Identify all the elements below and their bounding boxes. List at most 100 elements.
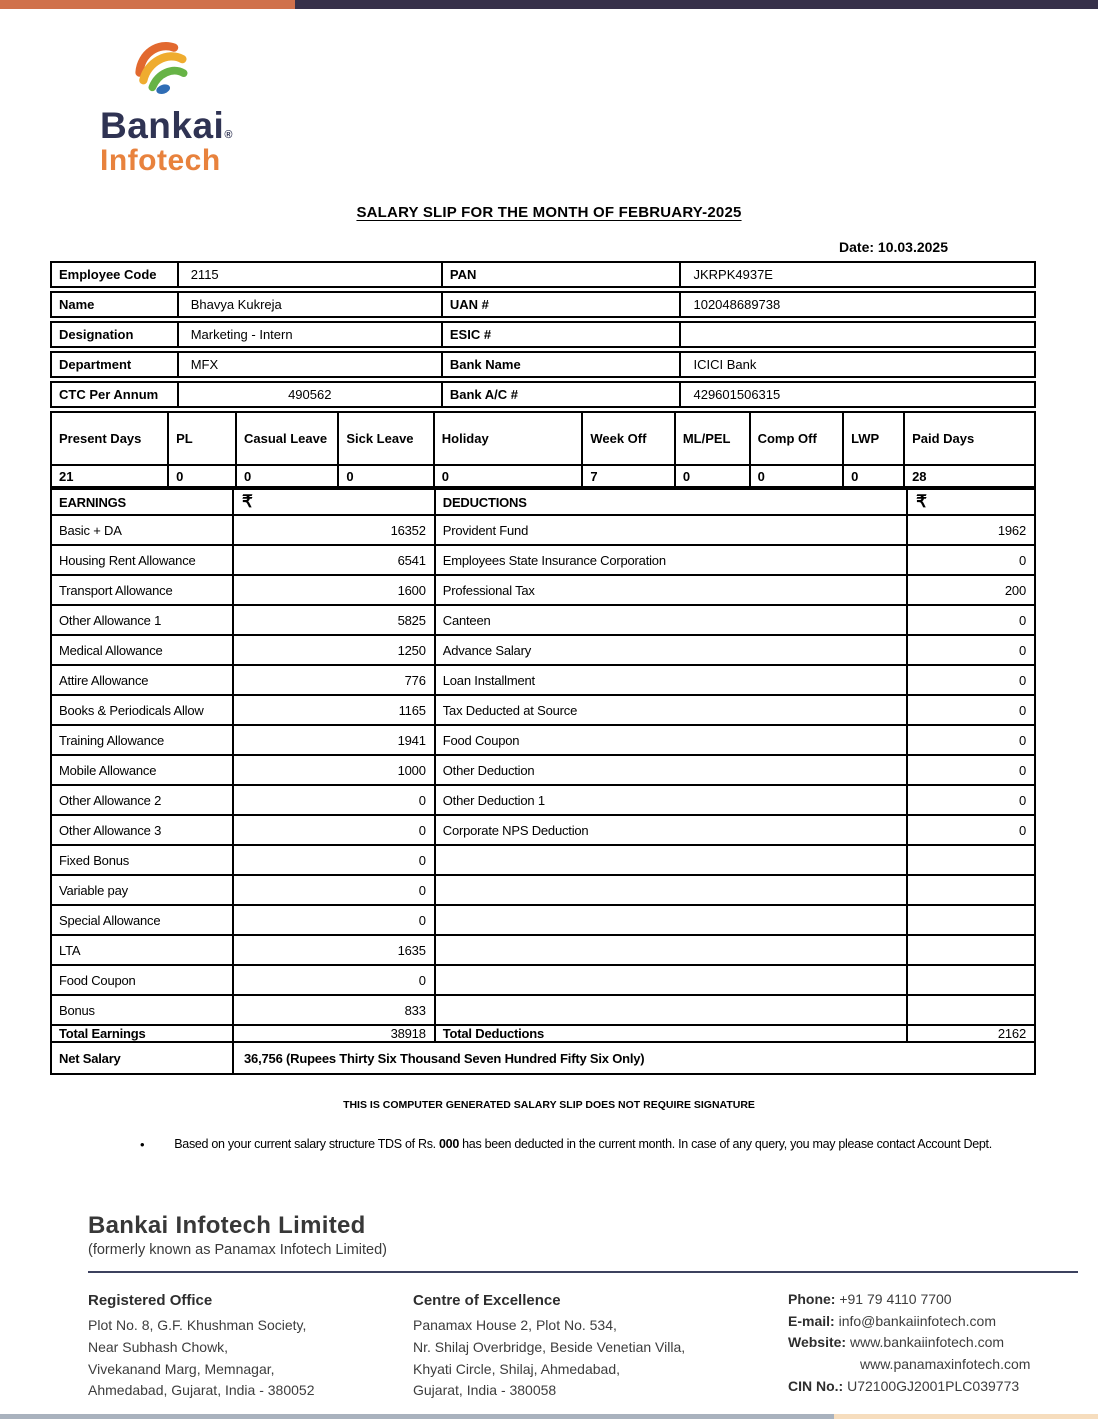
salary-row: Housing Rent Allowance 6541 Employees Stat…: [49, 544, 1036, 576]
info-label-2: Bank Name: [440, 353, 680, 376]
earning-label: Food Coupon: [49, 964, 235, 996]
salary-row: Other Allowance 3 0 Corporate NPS Deductio…: [49, 814, 1036, 846]
salary-header-row: EARNINGS ₹ DEDUCTIONS ₹: [49, 488, 1036, 516]
company-logo: Bankai® Infotech: [100, 38, 320, 176]
info-label-2: UAN #: [440, 293, 680, 316]
net-salary-label: Net Salary: [49, 1041, 235, 1075]
total-earnings-value: 38918: [232, 1024, 436, 1043]
earning-value: 6541: [232, 544, 436, 576]
rupee-symbol-earnings: ₹: [232, 488, 436, 516]
deduction-value: 0: [906, 664, 1036, 696]
salary-row: Training Allowance 1941 Food Coupon 0: [49, 724, 1036, 756]
earning-label: Mobile Allowance: [49, 754, 235, 786]
tds-note-pre: Based on your current salary structure T…: [174, 1137, 440, 1151]
document-date: Date: 10.03.2025: [839, 239, 948, 255]
employee-info-row: Designation Marketing - Intern ESIC #: [50, 321, 1036, 348]
centre-of-excellence-line: Panamax House 2, Plot No. 534,: [413, 1317, 617, 1334]
deduction-value: 0: [906, 694, 1036, 726]
net-salary-row: Net Salary 36,756 (Rupees Thirty Six Tho…: [49, 1041, 1036, 1075]
registered-mark: ®: [224, 129, 233, 141]
registered-office-block: Registered Office Plot No. 8, G.F. Khush…: [88, 1289, 413, 1402]
earning-value: 1635: [232, 934, 436, 966]
deduction-label: Advance Salary: [433, 634, 909, 666]
deduction-label: [433, 964, 909, 996]
deduction-label: Other Deduction 1: [433, 784, 909, 816]
attendance-value-cell: 0: [167, 464, 237, 488]
info-label-2: PAN: [440, 263, 680, 286]
deduction-label: Corporate NPS Deduction: [433, 814, 909, 846]
attendance-header-cell: Comp Off: [748, 411, 845, 466]
earning-label: Special Allowance: [49, 904, 235, 936]
deduction-value: 0: [906, 634, 1036, 666]
deduction-label: [433, 934, 909, 966]
rupee-symbol-deductions: ₹: [906, 488, 1036, 516]
total-deductions-label: Total Deductions: [433, 1024, 909, 1043]
cin-line: CIN No.: U72100GJ2001PLC039773: [788, 1376, 1078, 1398]
registered-office-line: Near Subhash Chowk,: [88, 1338, 229, 1355]
top-bar-navy-segment: [295, 0, 1098, 9]
earning-label: LTA: [49, 934, 235, 966]
earning-value: 0: [232, 814, 436, 846]
phone-label: Phone:: [788, 1291, 836, 1307]
salary-row: Other Allowance 1 5825 Canteen 0: [49, 604, 1036, 636]
info-label-1: CTC Per Annum: [59, 387, 159, 402]
attendance-header-cell: Sick Leave: [337, 411, 435, 466]
website-label: Website:: [788, 1334, 847, 1351]
info-value-1: Bhavya Kukreja: [176, 293, 441, 316]
info-value-1: Marketing - Intern: [176, 323, 441, 346]
registered-office-title: Registered Office: [88, 1292, 213, 1309]
deductions-header: DEDUCTIONS: [433, 488, 909, 516]
earning-label: Variable pay: [49, 874, 235, 906]
footer-formerly-name: (formerly known as Panamax Infotech Limi…: [88, 1242, 387, 1258]
attendance-header-cell: ML/PEL: [673, 411, 751, 466]
total-deductions-value: 2162: [906, 1024, 1036, 1043]
deduction-value: [906, 964, 1036, 996]
earning-value: 1600: [232, 574, 436, 606]
centre-of-excellence-title: Centre of Excellence: [413, 1292, 561, 1309]
attendance-header-cell: LWP: [842, 411, 906, 466]
salary-rows: Basic + DA 16352 Provident Fund 1962 Housing…: [49, 514, 1036, 1026]
info-value-2: 429601506315: [679, 383, 1034, 406]
phone-line: Phone: +91 79 4110 7700: [788, 1289, 1078, 1311]
deduction-label: [433, 904, 909, 936]
attendance-header-row: Present Days PL Casual Leave Sick Leave Holi…: [49, 411, 1036, 466]
deduction-label: [433, 874, 909, 906]
earning-value: 1250: [232, 634, 436, 666]
salary-row: LTA 1635: [49, 934, 1036, 966]
deduction-value: 0: [906, 754, 1036, 786]
deduction-label: Loan Installment: [433, 664, 909, 696]
earning-value: 1165: [232, 694, 436, 726]
centre-of-excellence-line: Gujarat, India - 380058: [413, 1382, 557, 1399]
attendance-header-cell: Present Days: [49, 411, 170, 466]
globe-logo-icon: [135, 42, 188, 94]
attendance-value-cell: 7: [581, 464, 676, 488]
earning-value: 0: [232, 874, 436, 906]
salary-row: Books & Periodicals Allow 1165 Tax Deducte…: [49, 694, 1036, 726]
attendance-value-cell: 21: [49, 464, 170, 488]
earning-label: Transport Allowance: [49, 574, 235, 606]
employee-info-row: Department MFX Bank Name ICICI Bank: [50, 351, 1036, 378]
attendance-header-cell: Holiday: [432, 411, 584, 466]
email-label: E-mail:: [788, 1312, 835, 1329]
cin-label: CIN No.:: [788, 1377, 844, 1394]
deduction-value: 200: [906, 574, 1036, 606]
salary-row: Special Allowance 0: [49, 904, 1036, 936]
attendance-header-cell: Week Off: [581, 411, 676, 466]
earning-label: Books & Periodicals Allow: [49, 694, 235, 726]
info-value-1: 2115: [176, 263, 441, 286]
registered-office-line: Plot No. 8, G.F. Khushman Society,: [88, 1317, 307, 1334]
deduction-label: Employees State Insurance Corporation: [433, 544, 909, 576]
tds-note-post: has been deducted in the current month. …: [458, 1137, 992, 1151]
info-value-2: ICICI Bank: [679, 353, 1034, 376]
earning-value: 776: [232, 664, 436, 696]
attendance-value-row: 21 0 0 0 0 7 0 0 0 28: [49, 464, 1036, 488]
attendance-value-cell: 0: [673, 464, 751, 488]
email-value: info@bankaiinfotech.com: [834, 1312, 996, 1329]
deduction-label: Other Deduction: [433, 754, 909, 786]
attendance-value-cell: 0: [842, 464, 906, 488]
website-value-1: www.bankaiinfotech.com: [846, 1334, 1005, 1351]
deduction-value: 0: [906, 814, 1036, 846]
computer-generated-note: THIS IS COMPUTER GENERATED SALARY SLIP D…: [343, 1099, 755, 1111]
deduction-label: Tax Deducted at Source: [433, 694, 909, 726]
